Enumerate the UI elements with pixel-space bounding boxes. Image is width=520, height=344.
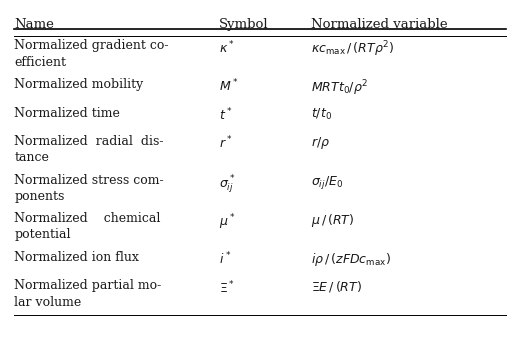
Text: potential: potential	[15, 228, 71, 241]
Text: $MRTt_0/\rho^2$: $MRTt_0/\rho^2$	[311, 78, 368, 98]
Text: tance: tance	[15, 151, 49, 164]
Text: Normalized ion flux: Normalized ion flux	[15, 251, 139, 264]
Text: $\Xi E\,/\,(RT)$: $\Xi E\,/\,(RT)$	[311, 279, 362, 294]
Text: Normalized partial mo-: Normalized partial mo-	[15, 279, 162, 292]
Text: $t^*$: $t^*$	[219, 107, 233, 123]
Text: $\sigma_{ij}/E_0$: $\sigma_{ij}/E_0$	[311, 174, 343, 191]
Text: Normalized stress com-: Normalized stress com-	[15, 174, 164, 187]
Text: $\kappa^*$: $\kappa^*$	[219, 40, 235, 56]
Text: lar volume: lar volume	[15, 295, 82, 309]
Text: Normalized    chemical: Normalized chemical	[15, 212, 161, 225]
Text: Name: Name	[15, 18, 54, 31]
Text: $t/t_0$: $t/t_0$	[311, 107, 332, 122]
Text: $\mu\,/\,(RT)$: $\mu\,/\,(RT)$	[311, 212, 355, 229]
Text: $\mu^*$: $\mu^*$	[219, 212, 236, 232]
Text: ponents: ponents	[15, 190, 65, 203]
Text: $i^*$: $i^*$	[219, 251, 231, 268]
Text: Normalized gradient co-: Normalized gradient co-	[15, 40, 169, 52]
Text: $\kappa c_{\mathrm{max}}\,/\,(RT\rho^2)$: $\kappa c_{\mathrm{max}}\,/\,(RT\rho^2)$	[311, 40, 395, 59]
Text: efficient: efficient	[15, 55, 67, 68]
Text: Normalized  radial  dis-: Normalized radial dis-	[15, 135, 164, 148]
Text: $\Xi^*$: $\Xi^*$	[219, 279, 235, 296]
Text: Normalized mobility: Normalized mobility	[15, 78, 144, 91]
Text: Normalized time: Normalized time	[15, 107, 120, 120]
Text: $M^*$: $M^*$	[219, 78, 239, 95]
Text: $r/\rho$: $r/\rho$	[311, 135, 330, 151]
Text: Symbol: Symbol	[219, 18, 269, 31]
Text: Normalized variable: Normalized variable	[311, 18, 448, 31]
Text: $i\rho\,/\,(zFDc_{\mathrm{max}})$: $i\rho\,/\,(zFDc_{\mathrm{max}})$	[311, 251, 391, 268]
Text: $r^*$: $r^*$	[219, 135, 233, 152]
Text: $\sigma_{ij}^*$: $\sigma_{ij}^*$	[219, 174, 236, 196]
